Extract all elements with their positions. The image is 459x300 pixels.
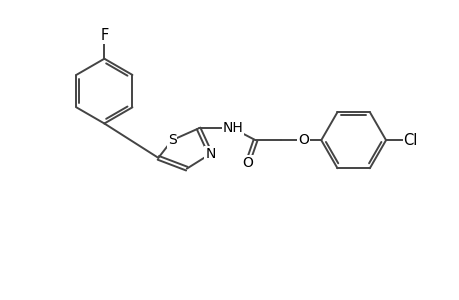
Text: S: S xyxy=(168,133,176,147)
Text: O: O xyxy=(242,156,252,170)
Text: NH: NH xyxy=(222,122,243,135)
Text: Cl: Cl xyxy=(403,133,417,148)
Text: F: F xyxy=(100,28,108,43)
Text: N: N xyxy=(205,147,215,161)
Text: O: O xyxy=(297,133,308,147)
